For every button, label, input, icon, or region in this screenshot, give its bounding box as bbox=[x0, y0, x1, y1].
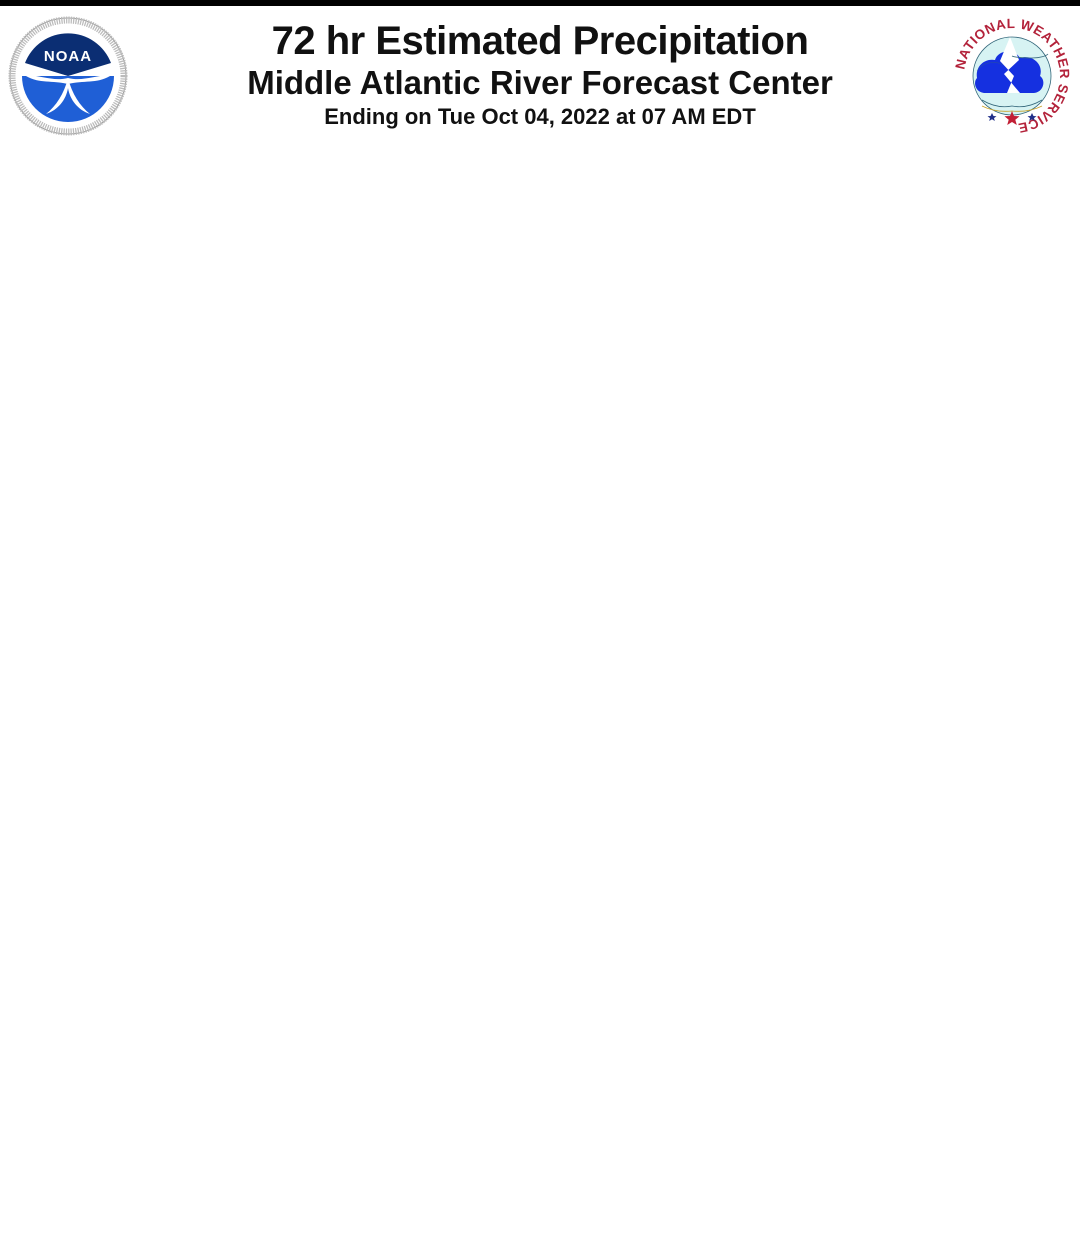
svg-text:NOAA: NOAA bbox=[44, 48, 92, 65]
